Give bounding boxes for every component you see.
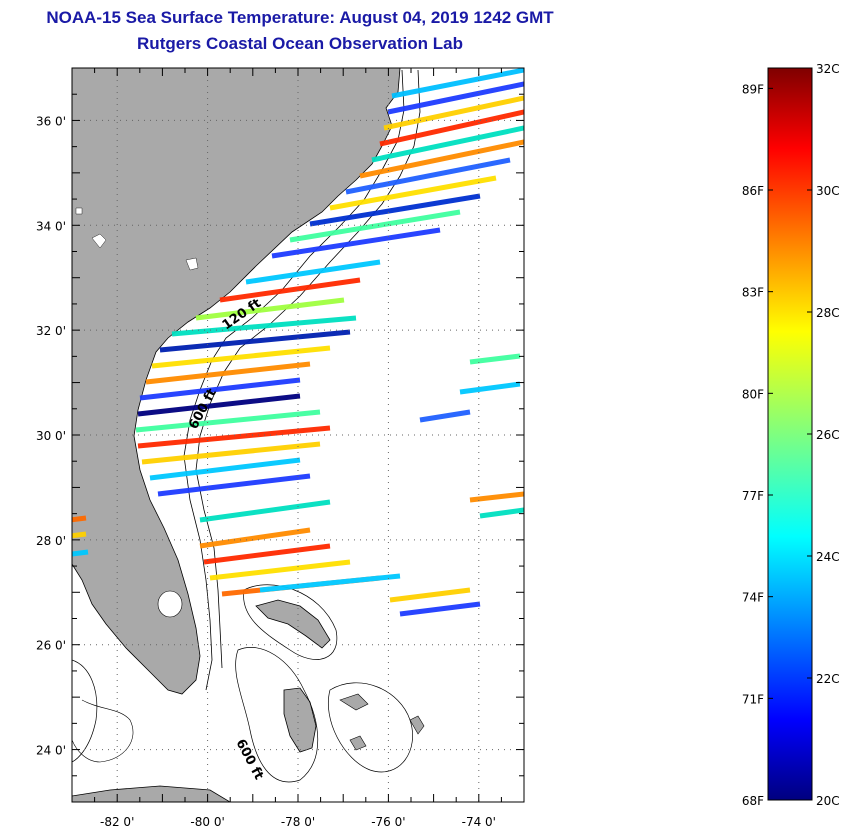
colorbar-f-label: 83F: [742, 286, 764, 300]
lon-tick-label: -80 0': [190, 815, 224, 829]
isobath-600ft: [195, 69, 421, 669]
bahamas-abaco: [255, 599, 331, 649]
contour-label-600ft-south: 600 ft: [232, 737, 266, 782]
bahamas-andros: [283, 687, 317, 753]
colorbar: [767, 67, 813, 801]
lat-tick-label: 32 0': [36, 324, 66, 338]
colorbar-f-label: 77F: [742, 489, 764, 503]
graticule: [72, 68, 524, 802]
lat-tick-label: 34 0': [36, 219, 66, 233]
colorbar-f-label: 71F: [742, 692, 764, 706]
axis-labels: 36 0' 34 0' 32 0' 30 0' 28 0' 26 0' 24 0' -82 0…: [36, 114, 496, 829]
bahamas-contours: [72, 584, 413, 783]
colorbar-f-label: 68F: [742, 794, 764, 808]
colorbar-c-label: 30C: [816, 184, 840, 198]
colorbar-c-label: 28C: [816, 306, 840, 320]
colorbar-f-label: 74F: [742, 591, 764, 605]
lat-tick-label: 30 0': [36, 429, 66, 443]
colorbar-f-label: 89F: [742, 82, 764, 96]
colorbar-c-label: 22C: [816, 672, 840, 686]
lon-tick-label: -82 0': [100, 815, 134, 829]
cuba-land: [72, 785, 231, 802]
bahamas-islands: [339, 693, 425, 751]
colorbar-c-label: 32C: [816, 62, 840, 76]
colorbar-f-label: 80F: [742, 387, 764, 401]
lat-tick-label: 36 0': [36, 114, 66, 128]
sst-swaths: [72, 68, 524, 617]
colorbar-c-label: 26C: [816, 428, 840, 442]
lat-tick-label: 24 0': [36, 744, 66, 758]
inland-lakes: [75, 207, 199, 271]
colorbar-c-label: 20C: [816, 794, 840, 808]
axis-ticks: [71, 67, 525, 803]
us-land: [72, 68, 401, 695]
lon-tick-label: -78 0': [281, 815, 315, 829]
colorbar-labels: 20C 22C 24C 26C 28C 30C 32C 68F 71F 74F 77F 80F 83F 8…: [742, 62, 840, 808]
lat-tick-label: 26 0': [36, 639, 66, 653]
isobath-120ft: [183, 69, 405, 691]
lat-tick-label: 28 0': [36, 534, 66, 548]
lon-tick-label: -74 0': [462, 815, 496, 829]
colorbar-c-label: 24C: [816, 550, 840, 564]
lon-tick-label: -76 0': [371, 815, 405, 829]
lake-okeechobee: [157, 590, 183, 618]
map-subtitle: Rutgers Coastal Ocean Observation Lab: [137, 34, 463, 53]
map-title: NOAA-15 Sea Surface Temperature: August …: [46, 8, 554, 27]
colorbar-f-label: 86F: [742, 184, 764, 198]
coastal-contour: [72, 699, 134, 763]
